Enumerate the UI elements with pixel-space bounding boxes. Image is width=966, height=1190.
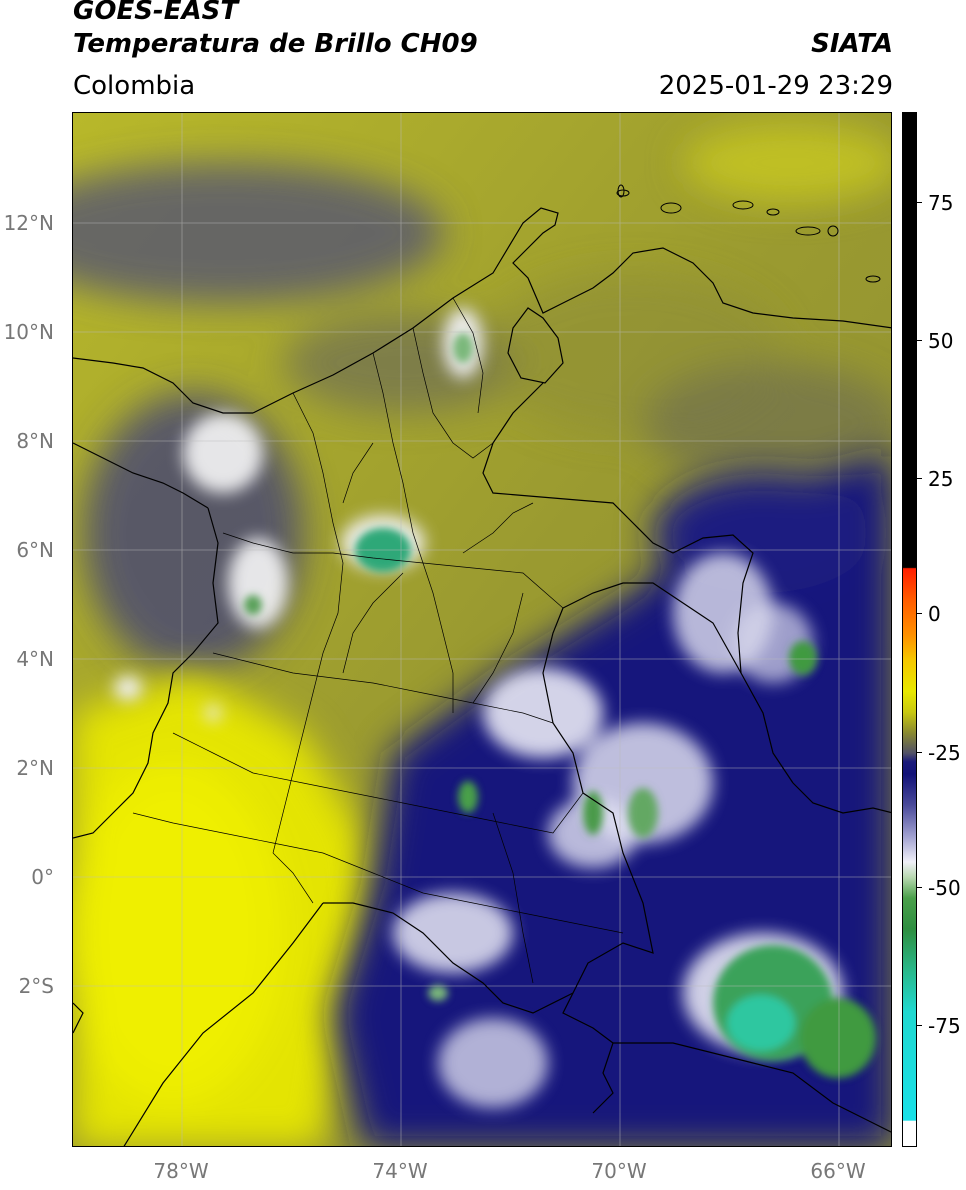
colorbar-label-0: 0: [928, 602, 941, 626]
colorbar-label-25: 25: [928, 467, 954, 491]
region-label: Colombia: [73, 71, 196, 101]
colorbar-label-minus75: -75: [928, 1014, 961, 1038]
lat-label-2s: 2°S: [18, 974, 54, 998]
lon-label-66w: 66°W: [810, 1159, 866, 1183]
title-line-2: Temperatura de Brillo CH09: [73, 29, 478, 59]
agency-label: SIATA: [811, 29, 893, 59]
timestamp-label: 2025-01-29 23:29: [658, 71, 893, 101]
lon-label-78w: 78°W: [153, 1159, 209, 1183]
colorbar-label-minus25: -25: [928, 741, 961, 765]
colorbar-label-minus50: -50: [928, 876, 961, 900]
coldest-cores: [244, 333, 876, 1078]
lat-label-2n: 2°N: [16, 756, 54, 780]
colorbar-tick-75: [917, 202, 922, 203]
colorbar-tick-minus50: [917, 887, 922, 888]
colorbar-tick-minus75: [917, 1025, 922, 1026]
colorbar-tick-50: [917, 340, 922, 341]
colorbar-label-50: 50: [928, 329, 954, 353]
lat-label-12n: 12°N: [3, 211, 54, 235]
colorbar-tick-0: [917, 613, 922, 614]
department-boundaries: [132, 297, 624, 984]
warm-yellow-area: [73, 673, 373, 1146]
satellite-map: [72, 112, 892, 1147]
title-line-1: GOES-EAST: [73, 0, 239, 26]
lat-label-4n: 4°N: [16, 647, 54, 671]
lon-label-74w: 74°W: [372, 1159, 428, 1183]
lon-label-70w: 70°W: [591, 1159, 647, 1183]
colorbar-tick-25: [917, 478, 922, 479]
lat-label-0: 0°: [31, 865, 54, 889]
islands: [616, 184, 881, 283]
colorbar: [902, 112, 917, 1147]
graticule: [73, 113, 891, 1146]
colorbar-label-75: 75: [928, 191, 954, 215]
lat-label-6n: 6°N: [16, 538, 54, 562]
lat-label-8n: 8°N: [16, 429, 54, 453]
colorbar-tick-minus25: [917, 752, 922, 753]
lat-label-10n: 10°N: [3, 320, 54, 344]
